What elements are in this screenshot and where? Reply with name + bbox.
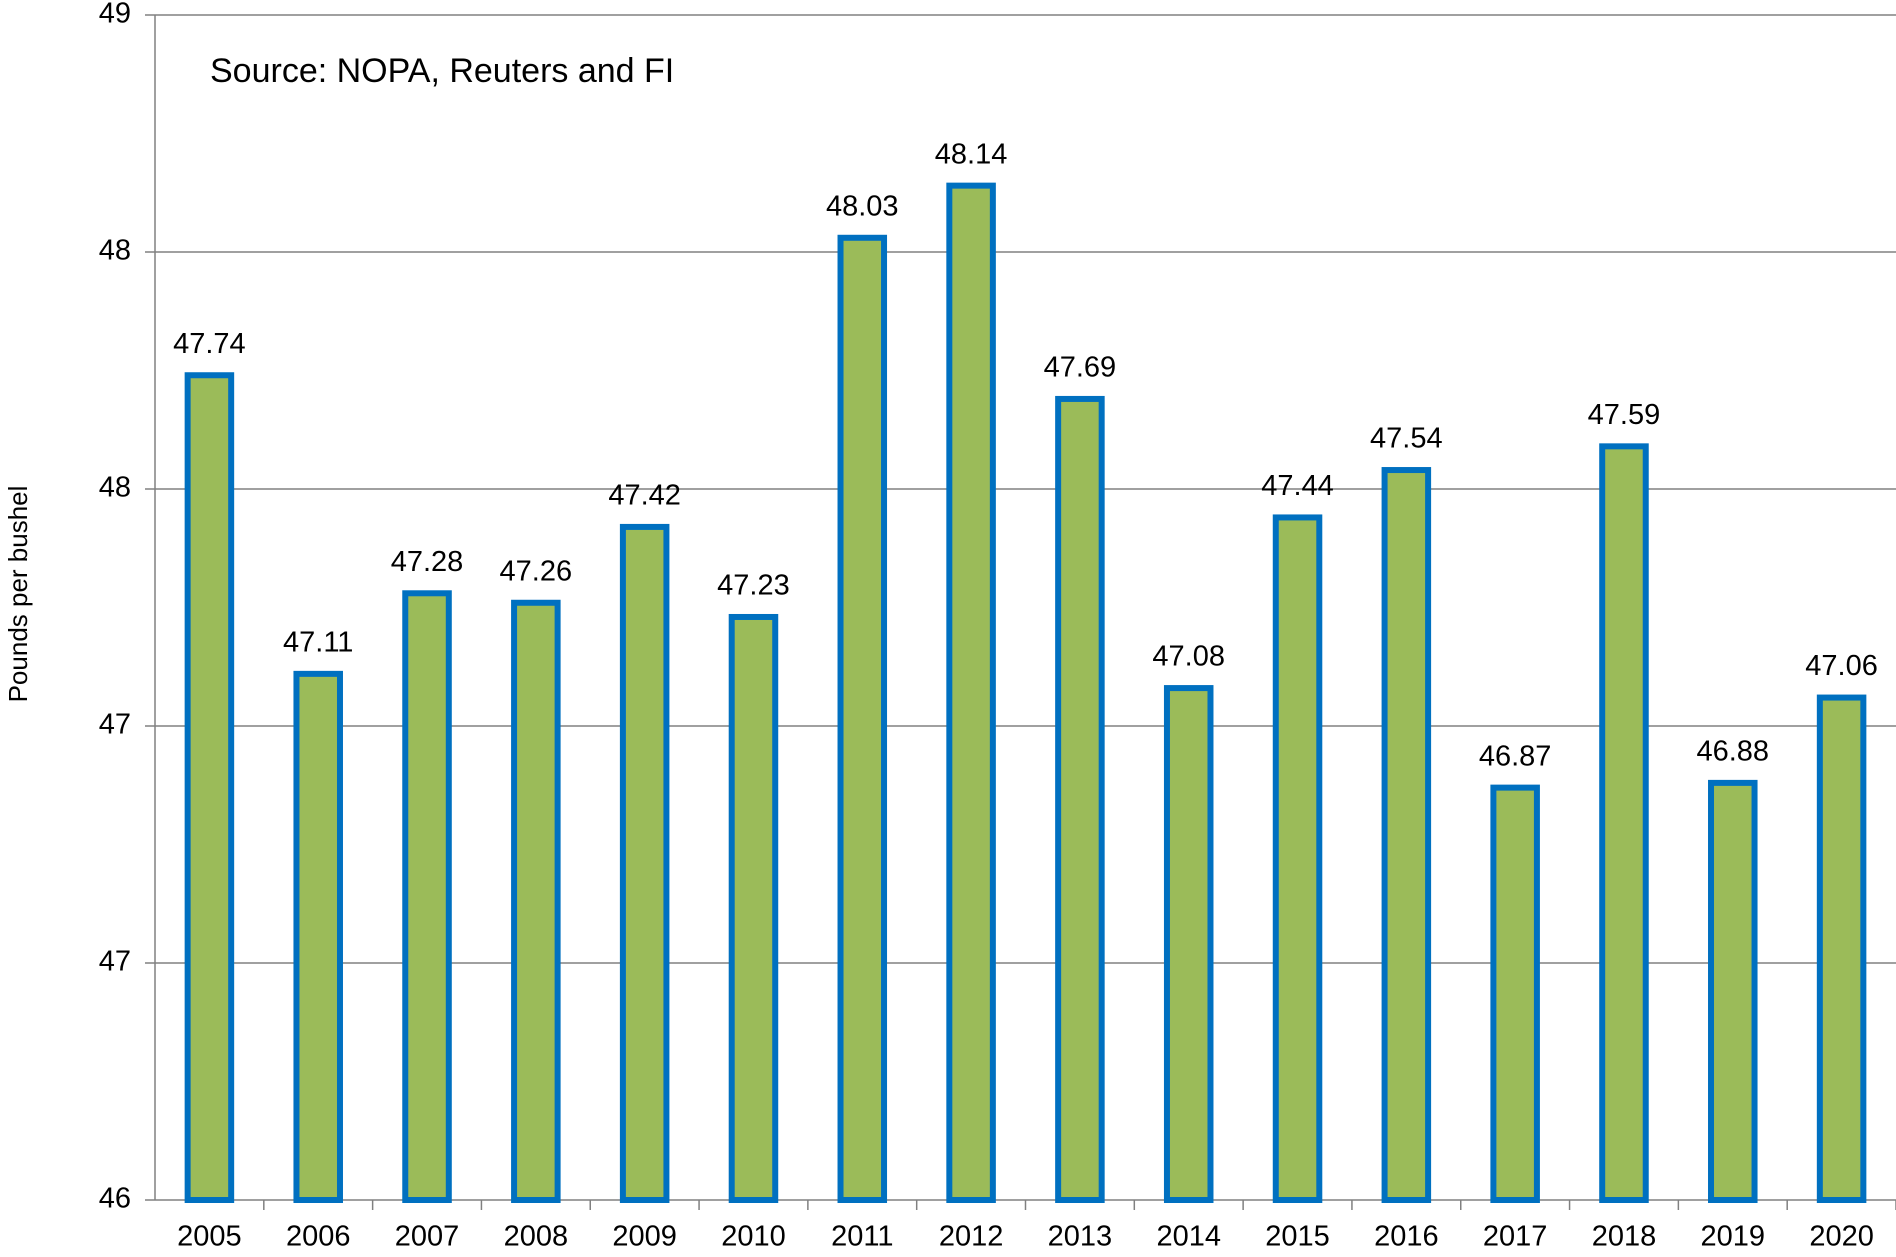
- bar: [1381, 467, 1432, 1204]
- x-tick-label: 2013: [1048, 1221, 1113, 1253]
- data-label: 46.88: [1696, 736, 1769, 768]
- data-label: 48.14: [935, 138, 1008, 170]
- x-tick-label: 2015: [1265, 1221, 1330, 1253]
- data-label: 47.26: [500, 555, 573, 587]
- bar: [1055, 395, 1105, 1203]
- x-tick-label: 2009: [612, 1221, 677, 1253]
- y-tick-label: 48: [99, 235, 131, 267]
- data-label: 47.23: [717, 570, 790, 602]
- x-tick-label: 2011: [831, 1221, 893, 1253]
- x-tick-label: 2005: [177, 1221, 242, 1253]
- y-tick-label: 47: [99, 946, 131, 978]
- y-tick-label: 48: [99, 472, 131, 504]
- x-tick-label: 2020: [1809, 1221, 1874, 1253]
- x-tick-label: 2018: [1592, 1221, 1657, 1253]
- data-label: 47.54: [1370, 423, 1443, 455]
- bar: [1599, 443, 1649, 1203]
- bar: [511, 599, 561, 1203]
- data-label: 48.03: [826, 190, 899, 222]
- y-tick-label: 47: [99, 709, 131, 741]
- bar: [293, 670, 343, 1203]
- bar: [184, 372, 235, 1203]
- data-label: 47.11: [283, 627, 353, 659]
- bar: [946, 182, 996, 1203]
- bar: [728, 613, 779, 1203]
- bar: [1816, 694, 1867, 1203]
- bar: [837, 234, 888, 1203]
- x-tick-label: 2014: [1156, 1221, 1221, 1253]
- bar: [402, 590, 452, 1203]
- data-label: 47.69: [1044, 352, 1117, 384]
- data-label: 47.74: [173, 328, 246, 360]
- x-tick-label: 2007: [395, 1221, 460, 1253]
- x-tick-label: 2006: [286, 1221, 351, 1253]
- bar: [619, 523, 670, 1203]
- data-label: 47.08: [1152, 641, 1225, 673]
- x-tick-label: 2017: [1483, 1221, 1548, 1253]
- source-annotation: Source: NOPA, Reuters and FI: [210, 52, 674, 90]
- y-tick-label: 49: [99, 0, 131, 30]
- x-tick-label: 2019: [1701, 1221, 1766, 1253]
- bar: [1163, 685, 1214, 1204]
- data-label: 47.06: [1805, 650, 1878, 682]
- y-tick-label: 46: [99, 1183, 131, 1215]
- bar: [1272, 514, 1323, 1203]
- data-label: 47.59: [1588, 399, 1661, 431]
- bar: [1490, 784, 1540, 1203]
- data-label: 47.42: [608, 480, 681, 512]
- data-label: 46.87: [1479, 740, 1552, 772]
- data-label: 47.44: [1261, 470, 1334, 502]
- data-label: 47.28: [391, 546, 464, 578]
- x-tick-label: 2010: [721, 1221, 786, 1253]
- y-axis-title: Pounds per bushel: [3, 486, 33, 703]
- bar: [1708, 779, 1758, 1203]
- x-tick-label: 2012: [939, 1221, 1004, 1253]
- x-tick-label: 2016: [1374, 1221, 1439, 1253]
- x-tick-label: 2008: [504, 1221, 569, 1253]
